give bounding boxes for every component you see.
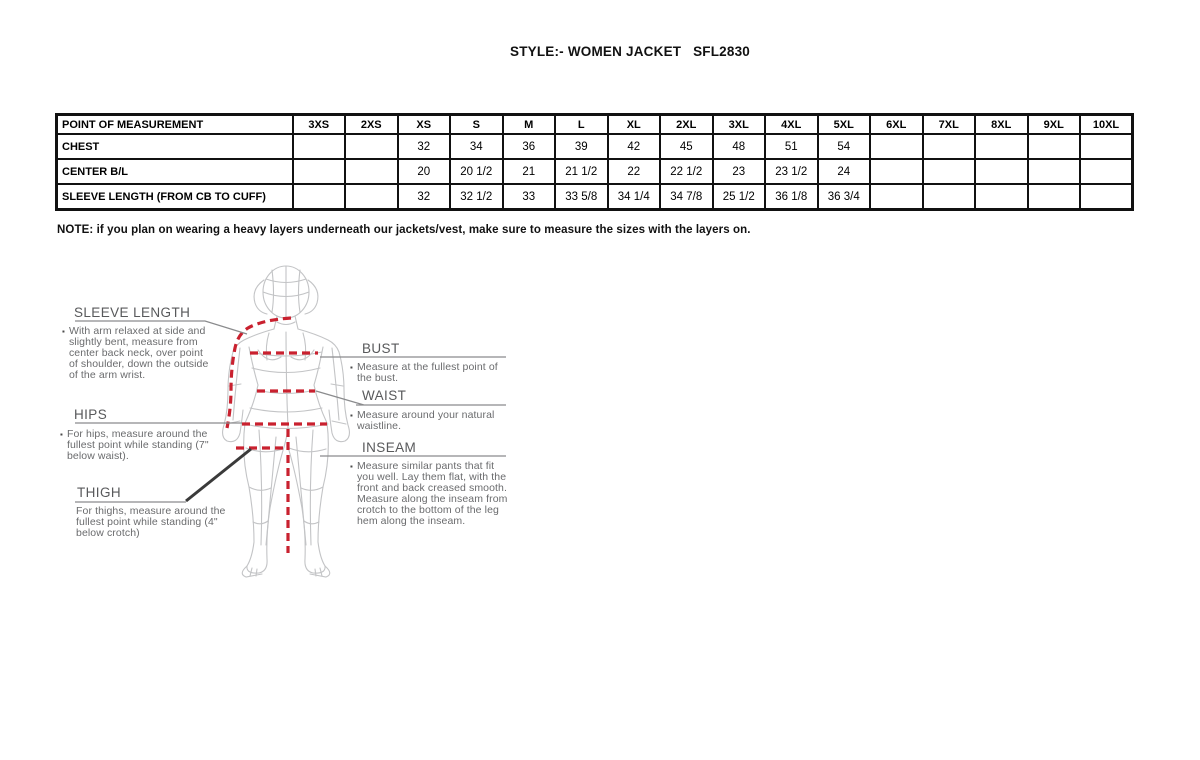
size-cell: [869, 158, 924, 185]
sleeve-length-heading: SLEEVE LENGTH: [74, 305, 191, 320]
sleeve-length-description: With arm relaxed at side and slightly be…: [68, 325, 209, 381]
size-cell: [1026, 158, 1081, 185]
size-cell: 21: [501, 158, 556, 185]
size-cell: 34: [449, 133, 504, 160]
measurement-dashed-lines: [225, 316, 327, 553]
size-cell: [1079, 158, 1134, 185]
size-cell: 42: [606, 133, 661, 160]
column-header-10xl: 10XL: [1079, 113, 1134, 135]
table-row-sleeve-length: SLEEVE LENGTH (FROM CB TO CUFF) 32 32 1/…: [55, 183, 1134, 211]
row-label-chest: CHEST: [55, 133, 294, 160]
size-cell: 36 3/4: [816, 183, 871, 211]
size-cell: [344, 133, 399, 160]
size-cell: 25 1/2: [711, 183, 766, 211]
sleeve-measure-line: [225, 316, 292, 429]
size-cell: 32 1/2: [449, 183, 504, 211]
size-cell: 20 1/2: [449, 158, 504, 185]
size-cell: [1026, 183, 1081, 211]
size-cell: 22 1/2: [659, 158, 714, 185]
size-cell: [291, 183, 346, 211]
sleeve-leader-line: [75, 320, 248, 335]
table-row-chest: CHEST 32 34 36 39 42 45 48 51 54: [55, 133, 1134, 160]
size-cell: 24: [816, 158, 871, 185]
size-cell: 33: [501, 183, 556, 211]
size-cell: [291, 133, 346, 160]
size-cell: [291, 158, 346, 185]
size-cell: 20: [396, 158, 451, 185]
size-cell: 36: [501, 133, 556, 160]
waist-description: Measure around your natural waistline.: [356, 409, 495, 432]
bullet-icon: ▪: [350, 462, 353, 471]
size-cell: 54: [816, 133, 871, 160]
size-cell: [869, 133, 924, 160]
size-cell: 21 1/2: [554, 158, 609, 185]
size-cell: [974, 133, 1029, 160]
bullet-icon: ▪: [60, 430, 63, 439]
size-cell: [344, 183, 399, 211]
body-measurement-figure-icon: [75, 265, 506, 578]
size-cell: [921, 183, 976, 211]
column-header-6xl: 6XL: [869, 113, 924, 135]
size-cell: [344, 158, 399, 185]
row-label-sleeve-length: SLEEVE LENGTH (FROM CB TO CUFF): [55, 183, 294, 211]
size-cell: 32: [396, 133, 451, 160]
size-cell: 23 1/2: [764, 158, 819, 185]
waist-heading: WAIST: [362, 388, 407, 403]
hips-description: For hips, measure around the fullest poi…: [66, 428, 209, 462]
hips-heading: HIPS: [74, 407, 108, 422]
size-cell: [1079, 133, 1134, 160]
inseam-heading: INSEAM: [362, 440, 417, 455]
size-cell: 33 5/8: [554, 183, 609, 211]
size-cell: 36 1/8: [764, 183, 819, 211]
note-text: NOTE: if you plan on wearing a heavy lay…: [57, 224, 751, 236]
size-cell: [921, 133, 976, 160]
table-row-center-bl: CENTER B/L 20 20 1/2 21 21 1/2 22 22 1/2…: [55, 158, 1134, 185]
size-cell: 45: [659, 133, 714, 160]
thigh-description: For thighs, measure around the fullest p…: [76, 505, 226, 539]
size-cell: [1026, 133, 1081, 160]
column-header-l: L: [554, 113, 609, 135]
size-cell: [1079, 183, 1134, 211]
size-cell: [921, 158, 976, 185]
size-cell: 23: [711, 158, 766, 185]
size-cell: 39: [554, 133, 609, 160]
size-cell: 22: [606, 158, 661, 185]
size-cell: [974, 183, 1029, 211]
bullet-icon: ▪: [350, 363, 353, 372]
size-cell: [869, 183, 924, 211]
waist-leader-line: [315, 390, 506, 406]
row-label-center-bl: CENTER B/L: [55, 158, 294, 185]
bust-heading: BUST: [362, 341, 400, 356]
size-cell: 32: [396, 183, 451, 211]
bullet-icon: ▪: [62, 327, 65, 336]
bust-description: Measure at the fullest point of the bust…: [356, 361, 498, 384]
thigh-heading: THIGH: [77, 485, 121, 500]
inseam-description: Measure similar pants that fit you well.…: [356, 460, 508, 527]
size-cell: 34 1/4: [606, 183, 661, 211]
size-cell: 34 7/8: [659, 183, 714, 211]
size-table: POINT OF MEASUREMENT 3XS 2XS XS S M L XL…: [55, 113, 1134, 211]
size-cell: 48: [711, 133, 766, 160]
page-title: STYLE:- WOMEN JACKET SFL2830: [509, 44, 751, 59]
bullet-icon: ▪: [350, 411, 353, 420]
size-cell: [974, 158, 1029, 185]
thigh-leader-line: [185, 447, 252, 503]
size-cell: 51: [764, 133, 819, 160]
